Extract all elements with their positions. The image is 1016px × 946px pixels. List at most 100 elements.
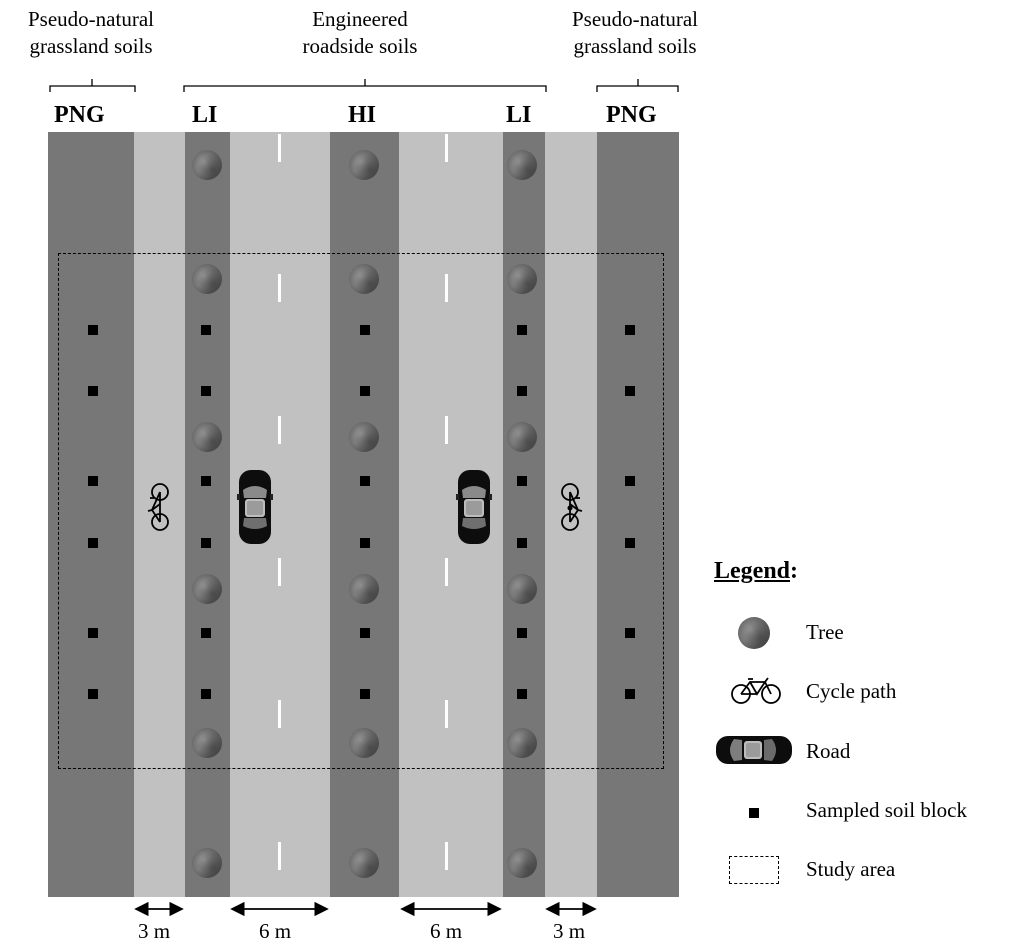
lane-marking xyxy=(445,274,448,302)
tree-icon xyxy=(507,574,537,604)
lane-marking xyxy=(278,416,281,444)
soil-block xyxy=(360,476,370,486)
tree-icon xyxy=(349,848,379,878)
measurement-left-path: 3 m xyxy=(138,919,171,943)
soil-block xyxy=(201,689,211,699)
header-center-group-label: Engineered roadside soils xyxy=(302,7,418,58)
soil-block xyxy=(625,628,635,638)
lane-marking xyxy=(278,700,281,728)
measurement-right-path: 3 m xyxy=(553,919,586,943)
soil-block xyxy=(88,689,98,699)
tree-icon xyxy=(349,574,379,604)
strip-png-right xyxy=(597,132,679,897)
study-area-outline xyxy=(58,253,664,769)
strip-li-right xyxy=(503,132,545,897)
zone-label-hi: HI xyxy=(348,102,377,128)
legend-label-soil-block: Sampled soil block xyxy=(806,798,967,822)
soil-block xyxy=(201,538,211,548)
soil-block xyxy=(625,476,635,486)
legend-label-road: Road xyxy=(806,739,851,763)
tree-icon xyxy=(192,422,222,452)
header-left-group-label: Pseudo-natural grassland soils xyxy=(28,7,154,58)
header-right-group-label: Pseudo-natural grassland soils xyxy=(572,7,698,58)
tree-icon xyxy=(192,574,222,604)
lane-marking xyxy=(445,134,448,162)
soil-block xyxy=(625,325,635,335)
car-icon xyxy=(716,736,792,764)
soil-block xyxy=(360,386,370,396)
tree-icon xyxy=(507,422,537,452)
tree-icon xyxy=(349,422,379,452)
tree-icon xyxy=(738,617,770,649)
soil-block xyxy=(88,538,98,548)
car-icon xyxy=(237,470,273,544)
dashed-rectangle-icon xyxy=(729,856,779,884)
soil-block xyxy=(88,386,98,396)
tree-icon xyxy=(507,264,537,294)
lane-marking xyxy=(278,274,281,302)
bracket-center xyxy=(183,79,547,92)
lane-marking xyxy=(445,558,448,586)
soil-block xyxy=(625,386,635,396)
soil-block xyxy=(625,538,635,548)
tree-icon xyxy=(192,728,222,758)
legend-label-tree: Tree xyxy=(806,620,844,644)
zone-label-png-right: PNG xyxy=(606,102,657,128)
tree-icon xyxy=(192,848,222,878)
measurement-arrows xyxy=(134,901,597,917)
bicycle-icon xyxy=(147,483,169,531)
tree-icon xyxy=(507,848,537,878)
legend-title-colon: : xyxy=(790,558,799,584)
legend-title-text: Legend xyxy=(714,558,791,584)
header-brackets xyxy=(49,79,679,92)
soil-block xyxy=(517,689,527,699)
tree-icon xyxy=(349,264,379,294)
soil-block xyxy=(625,689,635,699)
legend-title: Legend: xyxy=(714,558,798,585)
strip-hi xyxy=(330,132,399,897)
car-icon xyxy=(456,470,492,544)
lane-marking xyxy=(445,416,448,444)
soil-block xyxy=(517,538,527,548)
lane-marking xyxy=(278,134,281,162)
soil-block xyxy=(517,386,527,396)
tree-icon xyxy=(192,264,222,294)
tree-icon xyxy=(349,150,379,180)
zone-label-li-right: LI xyxy=(506,102,532,128)
lane-marking xyxy=(445,842,448,870)
tree-icon xyxy=(192,150,222,180)
measurement-right-road: 6 m xyxy=(430,919,463,943)
legend-label-study-area: Study area xyxy=(806,857,896,881)
lane-marking xyxy=(445,700,448,728)
soil-block xyxy=(360,325,370,335)
zone-label-png-left: PNG xyxy=(54,102,105,128)
tree-icon xyxy=(349,728,379,758)
measurement-left-road: 6 m xyxy=(259,919,292,943)
soil-block xyxy=(201,628,211,638)
bracket-right xyxy=(596,79,679,92)
soil-block xyxy=(360,689,370,699)
soil-block xyxy=(360,538,370,548)
soil-block xyxy=(88,628,98,638)
soil-block xyxy=(517,325,527,335)
soil-block xyxy=(88,325,98,335)
soil-block xyxy=(517,628,527,638)
strip-png-left xyxy=(48,132,134,897)
zone-label-li-left: LI xyxy=(192,102,218,128)
soil-block xyxy=(201,325,211,335)
legend-label-cycle-path: Cycle path xyxy=(806,679,897,703)
soil-block xyxy=(201,476,211,486)
soil-block-icon xyxy=(749,808,759,818)
soil-block xyxy=(360,628,370,638)
lane-marking xyxy=(278,842,281,870)
bicycle-icon xyxy=(731,677,781,704)
soil-block xyxy=(88,476,98,486)
soil-block xyxy=(517,476,527,486)
bicycle-icon xyxy=(561,483,583,531)
bracket-left xyxy=(49,79,136,92)
soil-block xyxy=(201,386,211,396)
lane-marking xyxy=(278,558,281,586)
tree-icon xyxy=(507,150,537,180)
strip-li-left xyxy=(185,132,230,897)
tree-icon xyxy=(507,728,537,758)
